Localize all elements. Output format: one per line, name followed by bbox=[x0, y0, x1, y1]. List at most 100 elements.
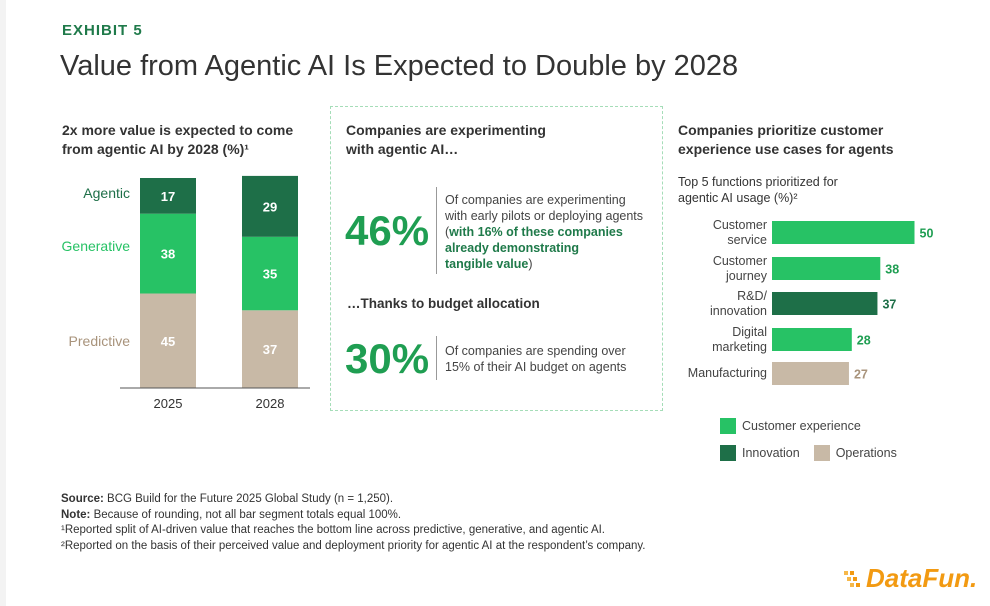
right-heading-line1: Companies prioritize customer bbox=[678, 122, 884, 138]
left-heading-line2: from agentic AI by 2028 (%)¹ bbox=[62, 141, 249, 157]
stat2-description: Of companies are spending over 15% of th… bbox=[445, 343, 626, 375]
legend-item-customer-experience: Customer experience bbox=[720, 418, 897, 434]
value-label-customer-service: 50 bbox=[920, 227, 934, 241]
note-text: Because of rounding, not all bar segment… bbox=[90, 508, 402, 521]
bar-generative-2025 bbox=[140, 213, 196, 294]
series-label-predictive: Predictive bbox=[68, 333, 130, 349]
stat1-divider bbox=[436, 187, 437, 274]
data-label-predictive-2025: 45 bbox=[161, 334, 175, 349]
stat1-open-paren: ( bbox=[445, 225, 450, 239]
stat2-line1: Of companies are spending over bbox=[445, 344, 626, 358]
stat1-line2: with early pilots or deploying agents bbox=[445, 209, 644, 223]
data-label-generative-2028: 35 bbox=[263, 267, 277, 282]
legend-label-customer-experience: Customer experience bbox=[742, 419, 861, 433]
value-label-manufacturing: 27 bbox=[854, 368, 868, 382]
legend-row-2: Innovation Operations bbox=[720, 445, 897, 461]
stat1-line5: tangible value) bbox=[445, 256, 643, 272]
bar-predictive-2025 bbox=[140, 293, 196, 388]
data-label-agentic-2028: 29 bbox=[263, 199, 277, 214]
stat-46-percent: 46% bbox=[345, 207, 430, 254]
left-panel-heading: 2x more value is expected to come from a… bbox=[62, 121, 293, 159]
stat1-close-paren: ) bbox=[528, 257, 533, 271]
stat1-strong2: already demonstrating bbox=[445, 241, 580, 255]
function-label-line: Manufacturing bbox=[687, 366, 767, 380]
exhibit-label: EXHIBIT 5 bbox=[62, 22, 143, 39]
brand-name: DataFun. bbox=[866, 563, 978, 593]
function-label-line: Digital bbox=[732, 324, 767, 339]
stacked-bar-chart: 45 38 17 2025 37 35 29 2028 bbox=[120, 175, 310, 411]
middle-panel-heading: Companies are experimenting with agentic… bbox=[346, 121, 546, 159]
footnote-1: ¹Reported split of AI-driven value that … bbox=[61, 524, 605, 536]
value-label-customer-journey: 38 bbox=[885, 263, 899, 277]
legend-swatch-customer-experience bbox=[720, 418, 736, 434]
note-label: Note: bbox=[61, 508, 91, 521]
function-label-customer-journey: Customer journey bbox=[681, 254, 767, 284]
bar-agentic-2025 bbox=[140, 178, 196, 214]
right-subheading: Top 5 functions prioritized for agentic … bbox=[678, 174, 838, 206]
bar-generative-2028 bbox=[242, 236, 298, 311]
experiment-panel bbox=[330, 106, 663, 411]
hbar-r-d-innovation bbox=[772, 292, 878, 315]
left-heading-line1: 2x more value is expected to come bbox=[62, 122, 294, 138]
legend-label-innovation: Innovation bbox=[742, 446, 800, 460]
value-label-digital-marketing: 28 bbox=[857, 334, 871, 348]
bar-predictive-2028 bbox=[242, 310, 298, 388]
hbar-customer-journey bbox=[772, 257, 881, 280]
x-tick-2025: 2025 bbox=[154, 396, 183, 411]
hbar-digital-marketing bbox=[772, 328, 852, 351]
legend-item-operations: Operations bbox=[813, 445, 897, 461]
stat1-line1: Of companies are experimenting bbox=[445, 193, 626, 207]
stat1-strong1: with 16% of these companies bbox=[449, 225, 623, 239]
budget-subheading: …Thanks to budget allocation bbox=[347, 296, 540, 311]
legend: Customer experience Innovation Operation… bbox=[720, 418, 897, 461]
functions-bar-chart: 50 38 37 28 27 bbox=[772, 221, 934, 385]
hbar-customer-service bbox=[772, 221, 915, 244]
function-label-line: Customer bbox=[712, 253, 767, 268]
middle-heading-line1: Companies are experimenting bbox=[346, 122, 546, 138]
function-label-line: journey bbox=[726, 268, 767, 283]
function-label-digital-marketing: Digital marketing bbox=[681, 325, 767, 355]
x-tick-2028: 2028 bbox=[256, 396, 285, 411]
page-title: Value from Agentic AI Is Expected to Dou… bbox=[60, 50, 739, 82]
series-label-agentic: Agentic bbox=[83, 185, 130, 201]
function-label-line: Customer bbox=[712, 217, 767, 232]
function-label-customer-service: Customer service bbox=[681, 218, 767, 248]
function-label-line: R&D/ bbox=[737, 288, 767, 303]
middle-heading-line2: with agentic AI… bbox=[346, 141, 459, 157]
source-label: Source: bbox=[61, 493, 104, 505]
footnotes: Source: BCG Build for the Future 2025 Gl… bbox=[61, 492, 646, 554]
bar-agentic-2028 bbox=[242, 175, 298, 237]
function-label-line: innovation bbox=[710, 303, 767, 318]
right-panel-heading: Companies prioritize customer experience… bbox=[678, 121, 894, 159]
right-subheading-line1: Top 5 functions prioritized for bbox=[678, 175, 838, 189]
legend-label-operations: Operations bbox=[835, 446, 897, 460]
stat2-line2: 15% of their AI budget on agents bbox=[445, 360, 627, 374]
data-label-generative-2025: 38 bbox=[161, 247, 175, 262]
legend-swatch-innovation bbox=[720, 445, 736, 461]
source-text: BCG Build for the Future 2025 Global Stu… bbox=[103, 493, 394, 505]
brand-logo: DataFun. bbox=[842, 563, 977, 594]
right-subheading-line2: agentic AI usage (%)² bbox=[678, 191, 798, 205]
series-label-generative: Generative bbox=[61, 238, 130, 254]
note-line: Note: Because of rounding, not all bar s… bbox=[61, 508, 646, 524]
source-line: Source: BCG Build for the Future 2025 Gl… bbox=[61, 492, 646, 508]
right-heading-line2: experience use cases for agents bbox=[678, 141, 894, 157]
stat1-line3: (with 16% of these companies bbox=[445, 224, 643, 240]
data-label-agentic-2025: 17 bbox=[161, 189, 175, 204]
datafun-mark-icon bbox=[844, 570, 860, 587]
footnote-2: ²Reported on the basis of their perceive… bbox=[61, 539, 646, 552]
function-label-line: service bbox=[727, 232, 767, 247]
function-label-line: marketing bbox=[712, 339, 767, 354]
stat1-strong3: tangible value bbox=[445, 257, 529, 271]
stat1-description: Of companies are experimenting with earl… bbox=[445, 192, 643, 272]
legend-swatch-operations bbox=[813, 445, 830, 461]
function-label-r-d-innovation: R&D/innovation bbox=[681, 289, 767, 319]
stat2-divider bbox=[436, 336, 437, 380]
function-label-manufacturing: Manufacturing bbox=[681, 366, 767, 381]
data-label-predictive-2028: 37 bbox=[263, 342, 277, 357]
value-label-r-d-innovation: 37 bbox=[882, 298, 896, 312]
legend-item-innovation: Innovation bbox=[720, 445, 800, 461]
hbar-manufacturing bbox=[772, 362, 849, 385]
left-edge-shade bbox=[0, 0, 6, 606]
stat-30-percent: 30% bbox=[345, 335, 430, 382]
